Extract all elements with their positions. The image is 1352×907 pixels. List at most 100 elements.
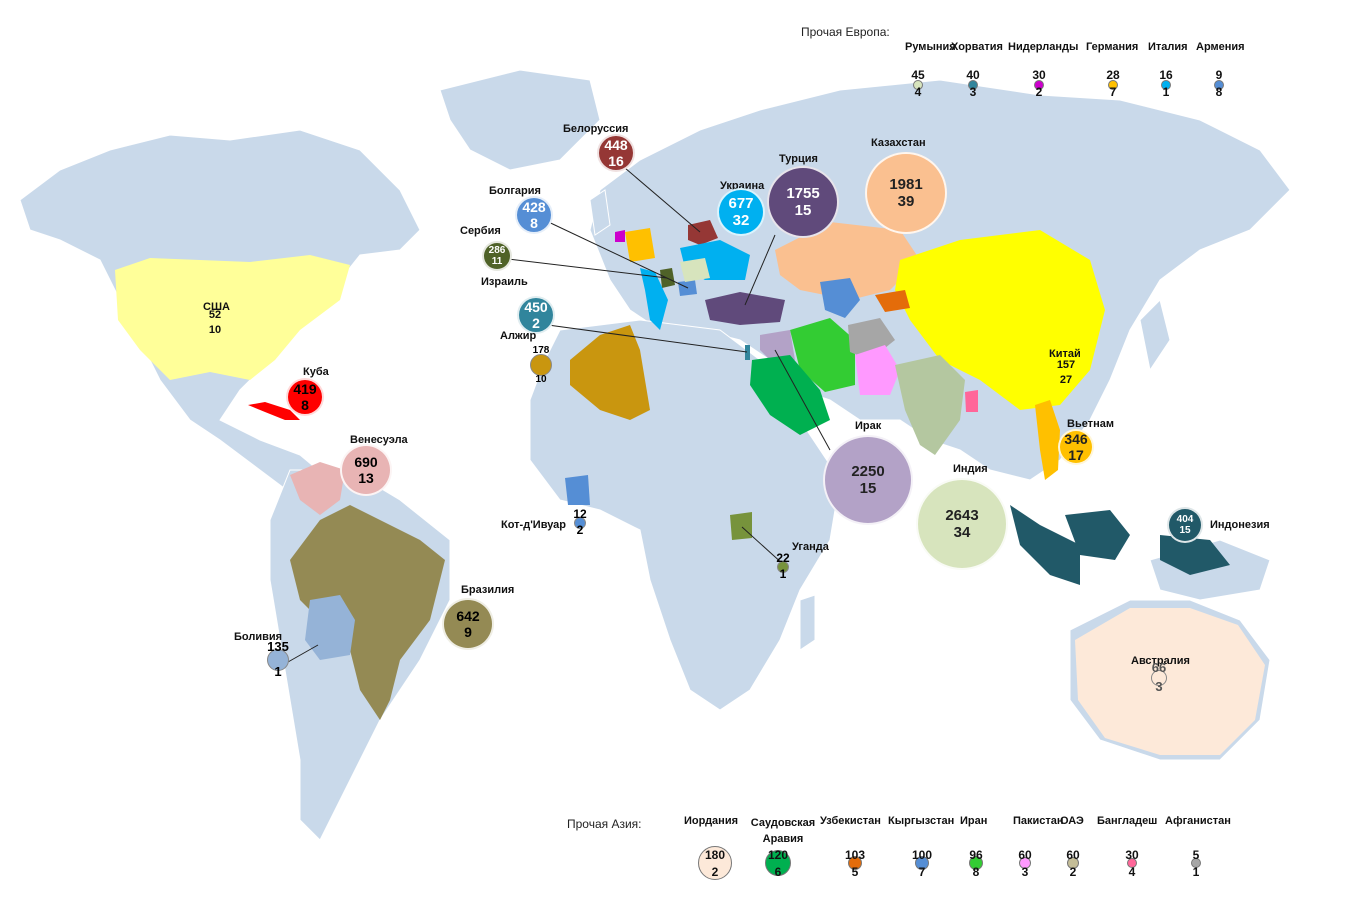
bubble-value-a: 1755	[786, 184, 820, 202]
country-uzbekistan	[875, 290, 910, 312]
bubble-indonesia: 404 15	[1167, 507, 1203, 543]
bubble-value-b: 32	[732, 212, 750, 229]
country-kyrgyzstan	[820, 278, 860, 318]
bubble-iraq: 2250 15	[823, 435, 913, 525]
europe-other-name: Армения	[1196, 41, 1245, 53]
country-afghanistan	[848, 318, 895, 360]
bubble-value-b: 15	[859, 480, 877, 497]
bubble-value-b: 10	[535, 373, 547, 385]
country-label-cote: Кот-д'Ивуар	[501, 519, 567, 531]
bubble-israel: 450 2	[517, 296, 555, 334]
country-china	[895, 230, 1105, 410]
bubble-algeria: 178 10	[530, 345, 552, 385]
country-label-vietnam: Вьетнам	[1067, 418, 1114, 430]
value-block-usa: 52 10	[195, 308, 235, 338]
asia-other-value-b: 8	[972, 865, 980, 879]
leader-bolivia	[287, 644, 319, 663]
bubble-belarus: 448 16	[597, 134, 635, 172]
europe-other-name: Италия	[1148, 41, 1188, 53]
bubble-value-b: 8	[530, 215, 538, 231]
europe-other-value-a: 9	[1215, 68, 1223, 82]
europe-other-value-b: 8	[1215, 85, 1223, 99]
asia-other-header: Прочая Азия:	[567, 817, 642, 831]
highlighted-countries	[115, 220, 1265, 755]
country-pakistan	[855, 345, 900, 395]
country-label-cuba: Куба	[303, 366, 329, 378]
asia-other-value-b: 7	[918, 865, 926, 879]
asia-other-value-b: 2	[711, 865, 719, 879]
asia-other-dot	[1067, 857, 1079, 869]
asia-other-name: Иордания	[684, 815, 738, 827]
bubble-value-a: 450	[524, 298, 548, 315]
europe-other-name: Германия	[1086, 41, 1139, 53]
bubble-value-a: 1981	[889, 175, 923, 193]
country-label-usa: США	[203, 301, 230, 313]
leader-belarus	[624, 167, 701, 233]
bubble-bolivia: 135 1	[267, 639, 289, 679]
country-kazakhstan	[775, 222, 920, 300]
bubble-value-a: 428	[522, 198, 546, 215]
country-label-algeria: Алжир	[500, 330, 537, 342]
bubble-value-a: 677	[728, 194, 754, 212]
value-a: 52	[208, 309, 222, 321]
greenland-land	[439, 69, 601, 171]
leader-iraq	[774, 349, 831, 451]
asia-other-name: Иран	[960, 815, 988, 827]
country-turkey	[705, 292, 785, 325]
bubble-value-b: 2	[532, 315, 540, 331]
asia-other-name: Кыргызстан	[888, 815, 955, 827]
bubble-value-b: 3	[1155, 679, 1163, 695]
country-saudi	[750, 355, 830, 435]
asia-other-value-b: 5	[851, 865, 859, 879]
country-label-australia: Австралия	[1131, 655, 1190, 667]
bubble-kazakhstan: 1981 39	[865, 152, 947, 234]
japan-land	[1139, 299, 1171, 372]
europe-other-dot	[1108, 80, 1118, 90]
bubble-value-a: 2643	[945, 506, 979, 524]
country-label-uganda: Уганда	[792, 541, 829, 553]
asia-other-dot	[915, 856, 929, 870]
asia-other-value-a: 60	[1066, 848, 1080, 862]
europe-other-name: Нидерланды	[1008, 41, 1079, 53]
value-block-china: 157 27	[1046, 358, 1086, 388]
country-label-serbia: Сербия	[460, 225, 501, 237]
asia-other-dot	[848, 856, 862, 870]
country-germany	[625, 228, 655, 262]
bubble-value-a: 690	[354, 453, 378, 470]
asia-other-dot	[1191, 858, 1201, 868]
bubble-value-a: 642	[456, 607, 480, 624]
asia-other-name: Узбекистан	[820, 815, 881, 827]
bubble-bulgaria: 428 8	[515, 196, 553, 234]
bubble-value-a: 178	[532, 345, 550, 356]
bubble-value-b: 15	[794, 202, 812, 219]
europe-other-dot	[968, 80, 978, 90]
bubble-cuba: 419 8	[286, 378, 324, 416]
country-label-belarus: Белоруссия	[563, 123, 629, 135]
leader-lines	[287, 167, 831, 663]
asia-other-value-a: 5	[1192, 848, 1200, 862]
asia-other-value-a: 30	[1125, 848, 1139, 862]
value-a: 157	[1056, 359, 1076, 371]
country-cote-divoire	[565, 475, 590, 505]
asia-other-value-a: 100	[911, 848, 933, 862]
bubble-turkey: 1755 15	[767, 166, 839, 238]
country-label-brazil: Бразилия	[461, 584, 515, 596]
country-label-bolivia: Боливия	[234, 631, 283, 643]
bubble-serbia: 286 11	[482, 241, 512, 271]
asia-other-name: ОАЭ	[1060, 815, 1084, 827]
europe-other-value-b: 1	[1162, 85, 1170, 99]
bubble-value-b: 15	[1179, 525, 1191, 536]
europe-other-value-a: 45	[911, 68, 925, 82]
europe-other-dot	[1161, 80, 1171, 90]
leader-israel	[547, 324, 748, 353]
europe-other-value-a: 28	[1106, 68, 1120, 82]
bubble-value-a: 419	[293, 380, 317, 397]
asia-other-dot	[765, 850, 791, 876]
asia-other-value-b: 1	[1192, 865, 1200, 879]
bubble-value-b: 9	[464, 624, 472, 640]
europe-other-value-b: 2	[1035, 85, 1043, 99]
country-romania	[680, 258, 710, 282]
asia-other-value-a: 60	[1018, 848, 1032, 862]
country-netherlands	[615, 230, 625, 242]
asia-other-name: Пакистан	[1013, 815, 1064, 827]
